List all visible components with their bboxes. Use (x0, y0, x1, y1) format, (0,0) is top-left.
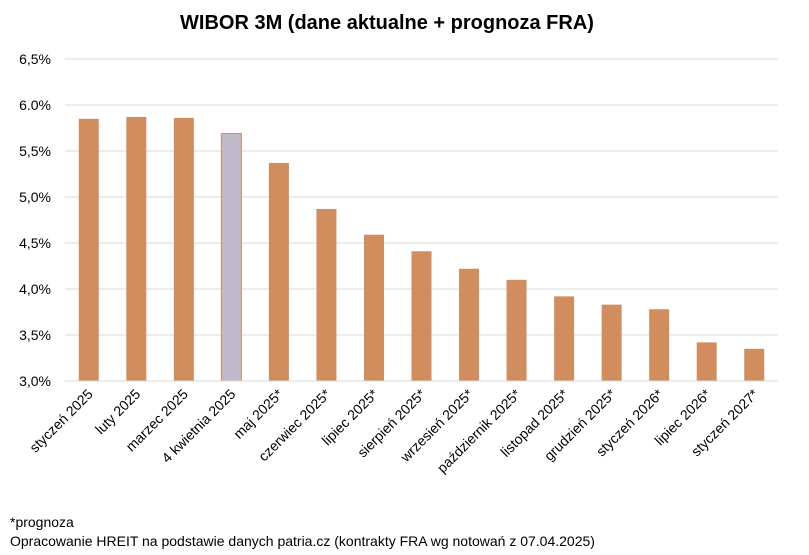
bars (78, 116, 765, 382)
x-tick-label: styczeń 2025 (26, 386, 96, 456)
y-tick-label: 3,0% (19, 373, 51, 389)
bar-1 (126, 116, 147, 382)
bar-4 (268, 162, 289, 381)
bar-2 (173, 117, 194, 381)
bar-10 (554, 296, 575, 381)
bar-12 (649, 309, 670, 381)
bar-0 (78, 118, 99, 382)
bar-3 (220, 133, 242, 382)
bar-5 (316, 208, 337, 381)
footnote: *prognoza (10, 514, 74, 530)
chart-title: WIBOR 3M (dane aktualne + prognoza FRA) (180, 12, 594, 34)
bar-11 (601, 304, 622, 381)
bar-9 (506, 279, 527, 381)
bar-8 (459, 268, 480, 381)
y-tick-label: 3,5% (19, 327, 51, 343)
source-note: Opracowanie HREIT na podstawie danych pa… (10, 533, 595, 549)
y-axis-tick-labels: 3,0% 3,5% 4,0% 4,5% 5,0% 5,5% 6.0% 6,5% (19, 51, 51, 389)
bar-14 (744, 348, 765, 381)
x-tick-label: październik 2025* (434, 385, 524, 475)
bar-7 (411, 251, 432, 381)
y-tick-label: 5,5% (19, 143, 51, 159)
bar-13 (696, 342, 717, 381)
y-tick-label: 4,5% (19, 235, 51, 251)
y-tick-label: 6.0% (19, 97, 51, 113)
y-tick-label: 6,5% (19, 51, 51, 67)
y-tick-label: 4,0% (19, 281, 51, 297)
y-tick-label: 5,0% (19, 189, 51, 205)
bar-6 (363, 234, 384, 381)
